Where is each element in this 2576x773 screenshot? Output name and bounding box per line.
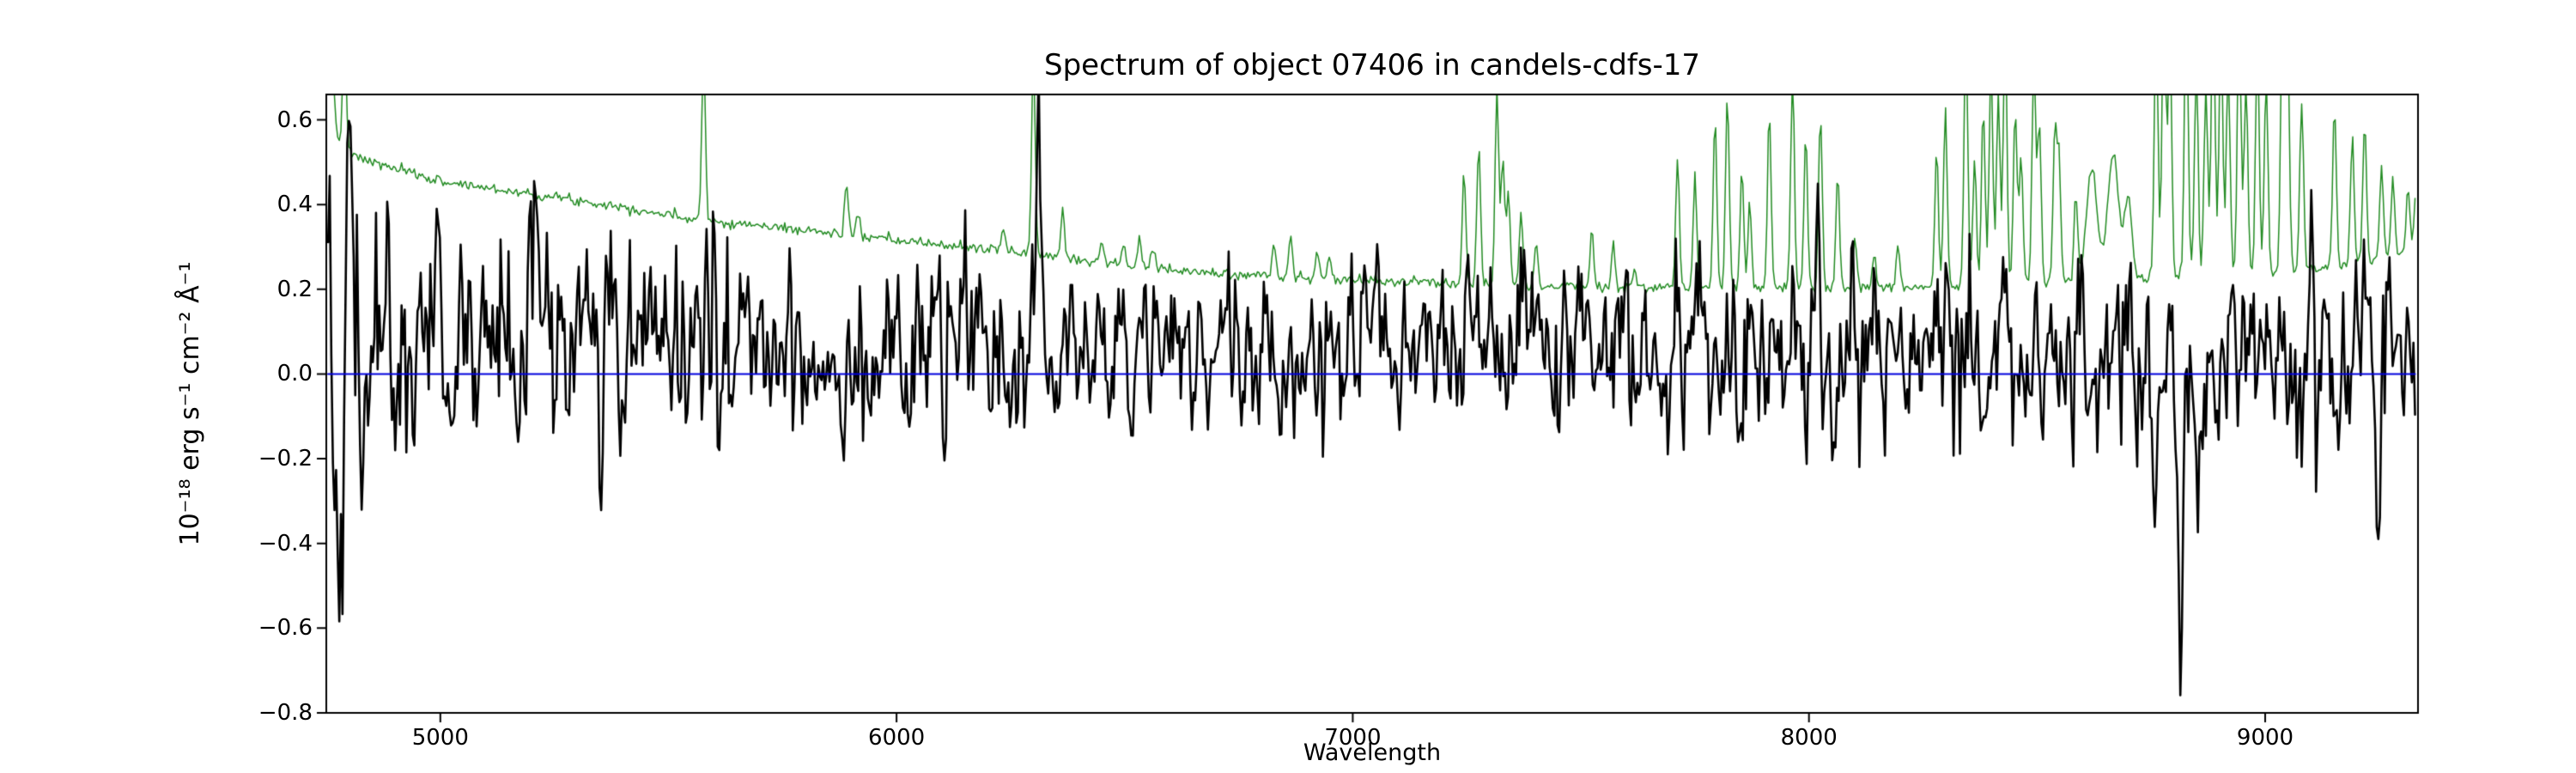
- x-tick-label: 6000: [868, 725, 926, 751]
- chart-title: Spectrum of object 07406 in candels-cdfs…: [1044, 48, 1700, 82]
- y-axis-label: 10⁻¹⁸ erg s⁻¹ cm⁻² Å⁻¹: [175, 261, 205, 546]
- x-tick-label: 8000: [1780, 725, 1838, 751]
- y-tick-label: −0.6: [258, 615, 313, 642]
- y-tick-label: 0.2: [276, 276, 313, 302]
- x-tick-label: 5000: [411, 725, 469, 751]
- y-tick-label: 0.0: [276, 361, 313, 387]
- y-tick-label: 0.4: [276, 192, 313, 218]
- y-tick-label: 0.6: [276, 107, 313, 133]
- y-tick-label: −0.2: [258, 446, 313, 472]
- x-tick-label: 9000: [2236, 725, 2294, 751]
- y-tick-label: −0.4: [258, 530, 313, 557]
- x-axis-label: Wavelength: [1303, 740, 1442, 766]
- x-tick-label: 7000: [1324, 725, 1382, 751]
- y-tick-label: −0.8: [258, 700, 313, 726]
